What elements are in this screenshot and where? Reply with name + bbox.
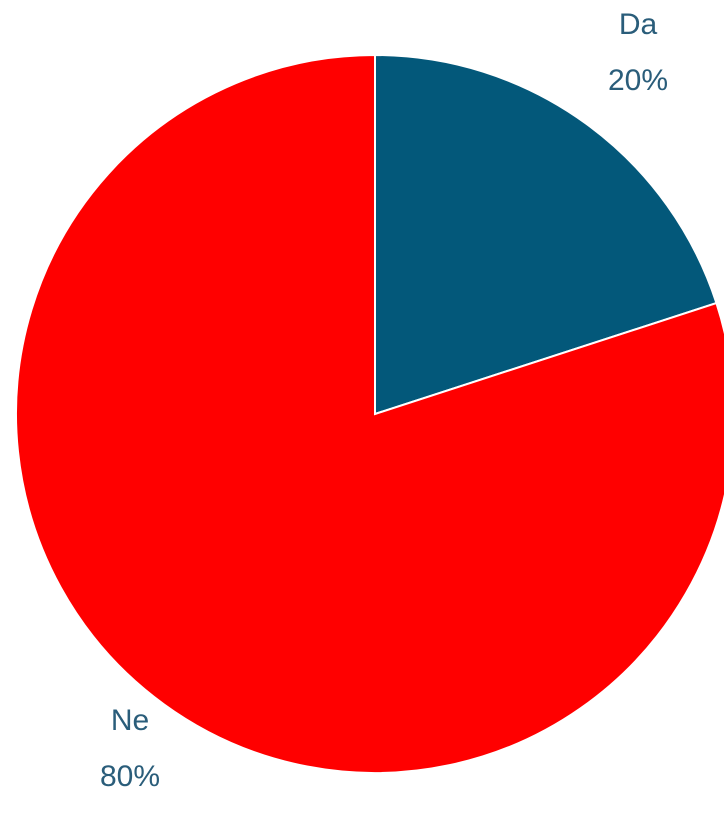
data-label-value: 20% [608, 64, 668, 97]
data-label-category: Ne [111, 704, 149, 737]
data-label-da: Da 20% [608, 8, 668, 97]
pie-slice-da [374, 53, 718, 416]
pie-slice-ne [15, 53, 724, 774]
data-label-ne: Ne 80% [100, 704, 160, 793]
data-label-category: Da [619, 8, 658, 41]
pie-slices [15, 53, 724, 774]
data-label-value: 80% [100, 760, 160, 793]
pie-labels: Da 20% Ne 80% [100, 8, 668, 793]
